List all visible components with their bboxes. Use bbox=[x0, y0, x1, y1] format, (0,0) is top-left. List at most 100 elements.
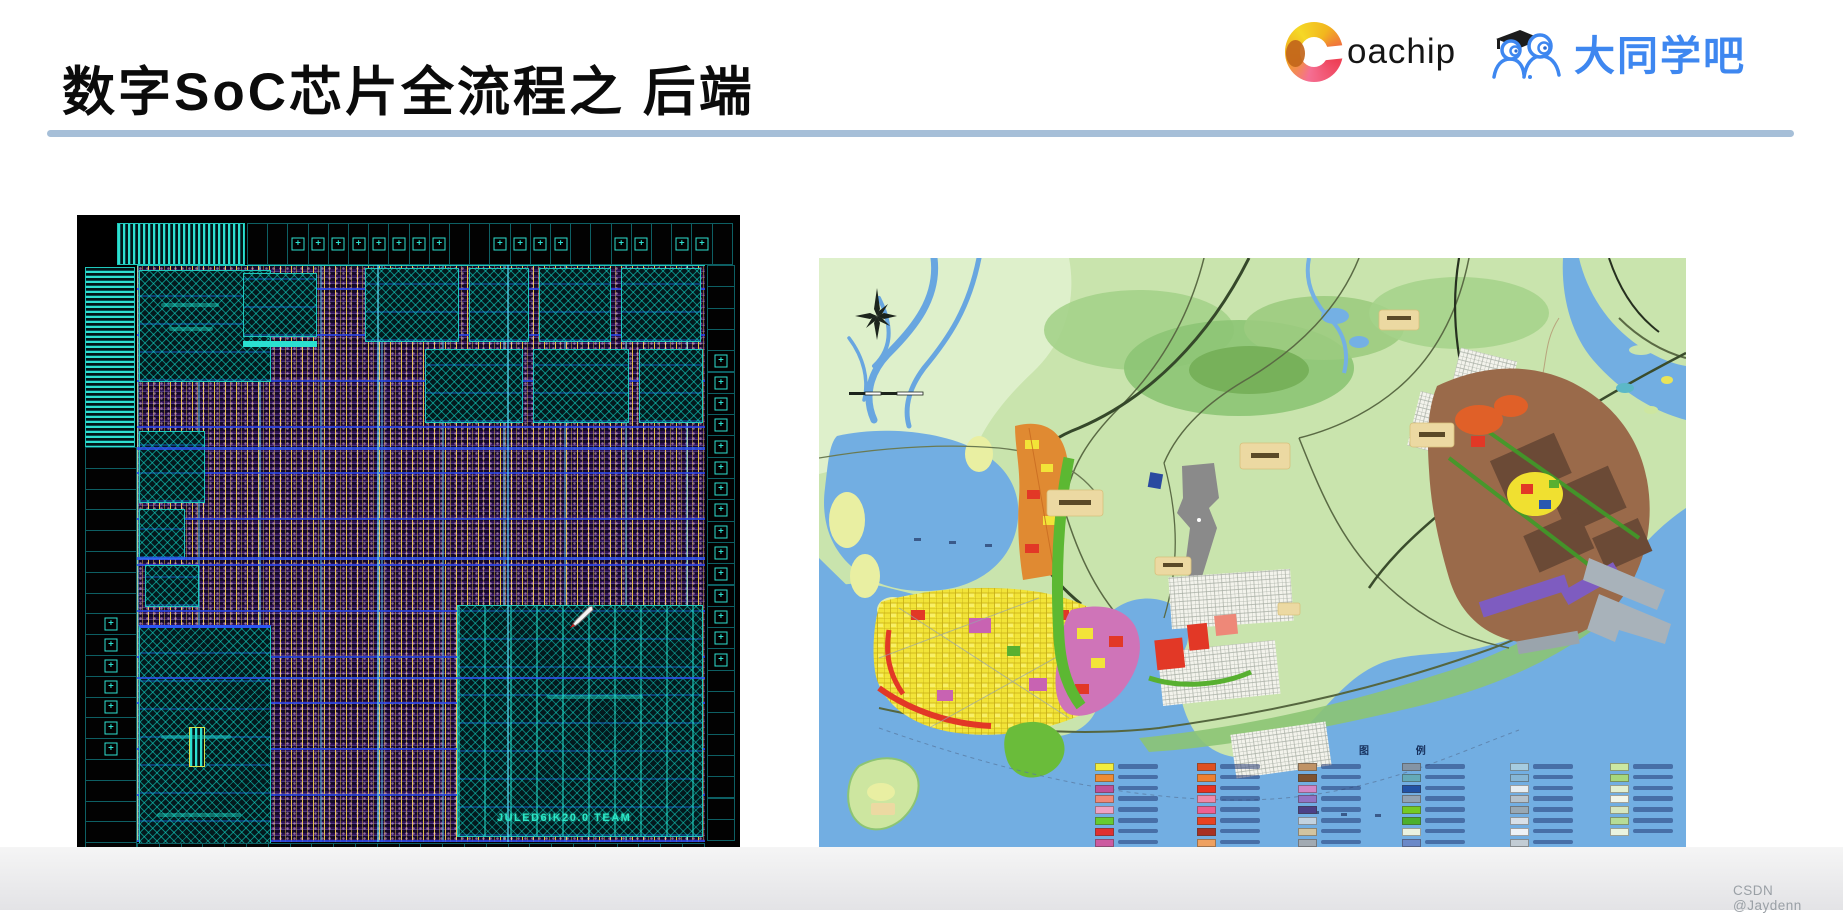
legend-swatch bbox=[1510, 784, 1529, 793]
chip-pad-cell bbox=[707, 584, 735, 607]
chip-pad-cell bbox=[449, 223, 471, 265]
pad-plus-icon bbox=[714, 631, 728, 645]
datongxueba-icon bbox=[1492, 30, 1561, 79]
legend-label bbox=[1425, 839, 1465, 845]
legend-label bbox=[1220, 828, 1260, 834]
legend-swatch bbox=[1510, 827, 1529, 836]
chip-pad-cell bbox=[327, 223, 349, 265]
legend-swatch bbox=[1197, 806, 1216, 815]
legend-label bbox=[1533, 839, 1573, 845]
legend-label bbox=[1220, 818, 1260, 823]
legend-swatch bbox=[1298, 806, 1317, 815]
legend-label bbox=[1118, 785, 1158, 791]
legend-label bbox=[1220, 796, 1260, 801]
legend-label bbox=[1220, 839, 1260, 845]
map-scale-bar bbox=[849, 391, 924, 396]
chip-macro bbox=[469, 268, 529, 342]
chip-pad-cell bbox=[85, 779, 137, 802]
chip-macro bbox=[365, 268, 459, 342]
chip-pad-cell bbox=[509, 223, 531, 265]
title-divider bbox=[47, 130, 1794, 137]
legend-label bbox=[1118, 807, 1158, 812]
chip-pad-cell bbox=[307, 223, 329, 265]
chip-pad-cell bbox=[711, 223, 733, 265]
chip-top-stripe-block bbox=[117, 223, 245, 265]
chip-pad-cell bbox=[267, 223, 289, 265]
chip-pad-cell bbox=[85, 821, 137, 844]
chip-pad-cell bbox=[85, 800, 137, 823]
legend-swatch bbox=[1610, 806, 1629, 815]
pad-plus-icon bbox=[432, 237, 446, 251]
chip-pad-cell bbox=[707, 478, 735, 501]
chip-pad-cell bbox=[85, 655, 137, 677]
chip-power-strap bbox=[377, 265, 379, 842]
legend-label bbox=[1118, 818, 1158, 823]
chip-pad-cell bbox=[85, 571, 137, 594]
pad-plus-icon bbox=[104, 617, 118, 631]
legend-label bbox=[1633, 796, 1673, 801]
chip-pad-cell bbox=[489, 223, 511, 265]
legend-swatch bbox=[1610, 784, 1629, 793]
pad-plus-icon bbox=[634, 237, 648, 251]
chip-pad-cell bbox=[707, 265, 735, 288]
legend-swatch bbox=[1510, 817, 1529, 825]
pad-plus-icon bbox=[714, 567, 728, 581]
legend-label bbox=[1533, 807, 1573, 812]
chip-small-block bbox=[189, 727, 205, 767]
legend-label bbox=[1321, 828, 1361, 834]
legend-label bbox=[1633, 818, 1673, 823]
chip-macro bbox=[425, 349, 523, 423]
pad-plus-icon bbox=[104, 700, 118, 714]
chip-pad-cell bbox=[247, 223, 269, 265]
map-compass-icon bbox=[855, 288, 897, 340]
legend-swatch bbox=[1610, 827, 1629, 836]
legend-label bbox=[1425, 828, 1465, 834]
chip-pad-cell bbox=[85, 530, 137, 552]
legend-label bbox=[1118, 828, 1158, 834]
chip-pad-cell bbox=[85, 509, 137, 532]
pad-plus-icon bbox=[714, 610, 728, 624]
chip-pad-cell bbox=[85, 551, 137, 573]
chip-pad-cell bbox=[651, 223, 673, 265]
pad-plus-icon bbox=[493, 237, 507, 251]
chip-pad-cell bbox=[707, 499, 735, 522]
legend-swatch bbox=[1298, 773, 1317, 782]
legend-swatch bbox=[1510, 763, 1529, 771]
pad-plus-icon bbox=[291, 237, 305, 251]
pad-plus-icon bbox=[714, 397, 728, 411]
legend-label bbox=[1425, 807, 1465, 812]
chip-pad-cell bbox=[707, 691, 735, 714]
chip-pad-cell bbox=[529, 223, 551, 265]
legend-swatch bbox=[1095, 763, 1114, 771]
legend-swatch bbox=[1095, 773, 1114, 782]
pad-plus-icon bbox=[392, 237, 406, 251]
chip-pad-cell bbox=[691, 223, 713, 265]
chip-macro bbox=[145, 565, 199, 607]
chip-macro bbox=[457, 605, 703, 837]
legend-label bbox=[1321, 796, 1361, 801]
chip-pad-cell bbox=[85, 717, 137, 740]
pad-plus-icon bbox=[104, 742, 118, 756]
pad-plus-icon bbox=[714, 589, 728, 603]
legend-label bbox=[1321, 774, 1361, 780]
chip-pad-cell bbox=[707, 392, 735, 416]
chip-pad-cell bbox=[85, 738, 137, 760]
legend-label bbox=[1118, 764, 1158, 769]
chip-pad-cell bbox=[707, 563, 735, 586]
legend-label bbox=[1321, 807, 1361, 812]
chip-pad-cell bbox=[707, 712, 735, 735]
chip-macro-label bbox=[169, 327, 213, 331]
legend-label bbox=[1533, 785, 1573, 791]
legend-swatch bbox=[1095, 795, 1114, 804]
pad-plus-icon bbox=[714, 482, 728, 496]
legend-swatch bbox=[1402, 817, 1421, 825]
chip-pad-cell bbox=[85, 488, 137, 511]
chip-power-strap bbox=[507, 265, 509, 842]
mouse-cursor-icon bbox=[570, 605, 594, 628]
legend-label bbox=[1220, 785, 1260, 791]
chip-pad-cell bbox=[408, 223, 430, 265]
chip-pad-cell bbox=[707, 456, 735, 479]
legend-label bbox=[1633, 807, 1673, 812]
map-urban-area bbox=[873, 423, 1253, 778]
legend-label bbox=[1533, 764, 1573, 769]
